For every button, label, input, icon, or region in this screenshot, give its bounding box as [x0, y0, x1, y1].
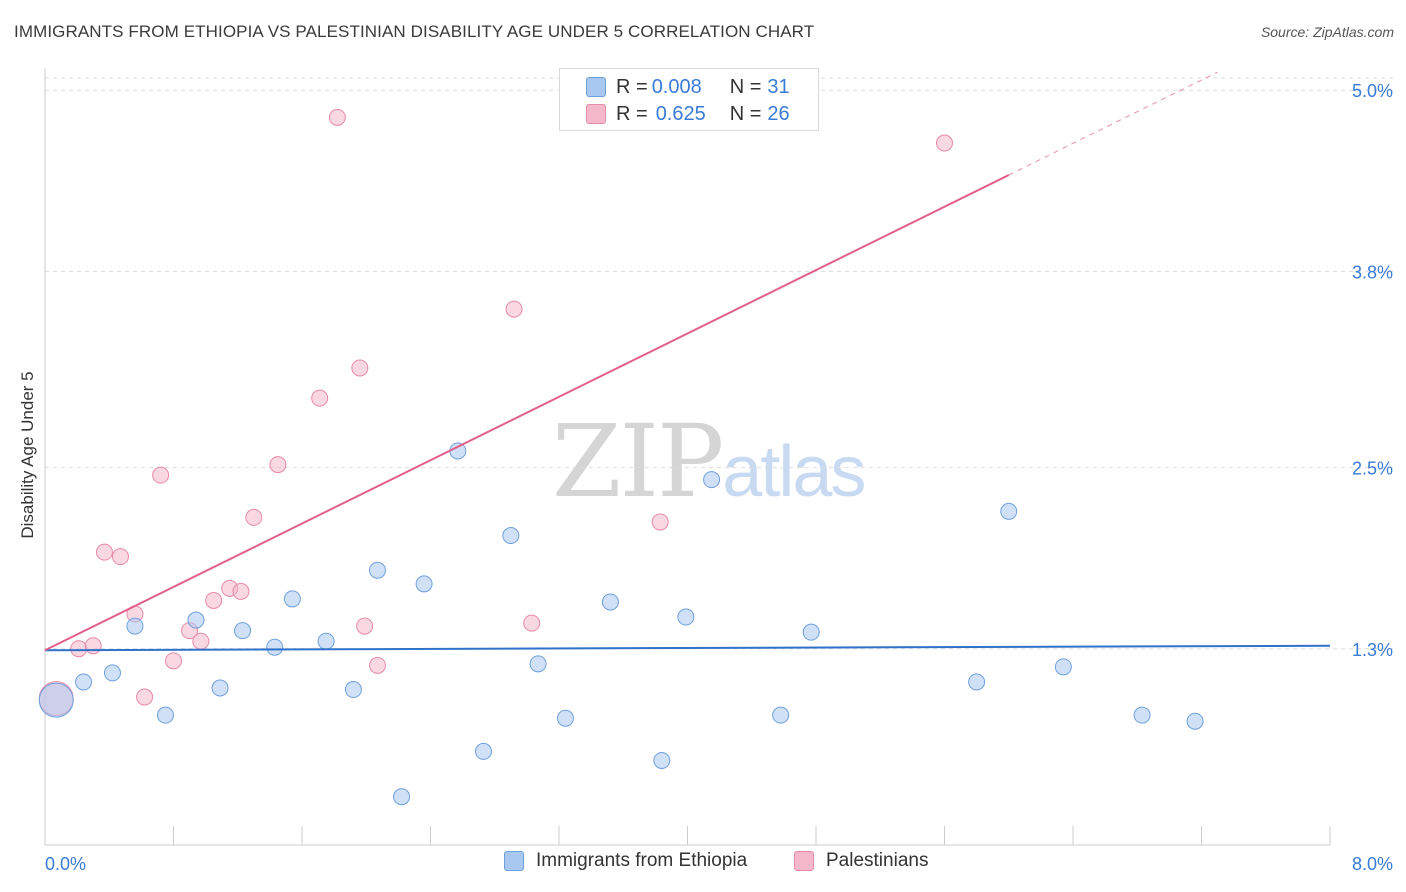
- ethiopia-point: [187, 611, 205, 629]
- palestinian-point: [95, 543, 113, 561]
- legend-item-palestinians[interactable]: Palestinians: [794, 850, 928, 872]
- ethiopia-point: [703, 471, 721, 489]
- palestinian-point: [269, 456, 287, 474]
- palestinian-point: [505, 300, 523, 318]
- stats-legend-row-ethiopia: R = 0.008 N = 31: [586, 74, 790, 100]
- ethiopia-point: [677, 608, 695, 626]
- ethiopia-point: [415, 575, 433, 593]
- ethiopia-point: [368, 561, 386, 579]
- legend-label-palestinians: Palestinians: [826, 850, 929, 871]
- ethiopia-point: [156, 706, 174, 724]
- legend-label-ethiopia: Immigrants from Ethiopia: [536, 850, 748, 871]
- watermark-atlas: atlas: [722, 432, 866, 512]
- ethiopia-legend-swatch: [504, 851, 524, 871]
- palestinian-point: [351, 359, 369, 377]
- x-tick-label: 0.0%: [45, 854, 86, 874]
- ethiopia-point: [502, 527, 520, 545]
- palestinian-point: [205, 591, 223, 609]
- palestinian-point: [84, 637, 102, 655]
- ethiopia-point: [802, 623, 820, 641]
- stats-legend: R = 0.008 N = 31 R = 0.625 N = 26: [559, 68, 819, 131]
- palestinians-swatch: [586, 104, 606, 124]
- ethiopia-point: [1186, 712, 1204, 730]
- n-label: N =: [729, 75, 762, 98]
- r-value: 0.625: [655, 102, 706, 125]
- palestinians-legend-swatch: [794, 851, 814, 871]
- palestinian-point: [192, 632, 210, 650]
- ethiopia-point: [475, 742, 493, 760]
- palestinian-point: [311, 389, 329, 407]
- y-tick-label: 5.0%: [1352, 81, 1393, 101]
- ethiopia-point: [283, 590, 301, 608]
- ethiopia-swatch: [586, 77, 606, 97]
- ethiopia-point: [393, 788, 411, 806]
- y-tick-label: 1.3%: [1352, 640, 1393, 660]
- palestinian-point: [368, 656, 386, 674]
- ethiopia-point: [317, 632, 335, 650]
- ethiopia-point: [1000, 502, 1018, 520]
- r-label: R =: [616, 102, 648, 125]
- palestinian-point: [152, 466, 170, 484]
- palestinian-point: [165, 652, 182, 670]
- r-value: 0.008: [651, 75, 702, 98]
- palestinian-trend-line-extension: [1008, 71, 1218, 176]
- ethiopia-point: [1133, 706, 1151, 724]
- ethiopia-point: [126, 617, 144, 635]
- palestinian-point: [70, 640, 88, 658]
- source-label: Source: ZipAtlas.com: [1260, 24, 1394, 40]
- n-label: N =: [729, 102, 762, 125]
- palestinian-point: [328, 108, 346, 126]
- ethiopia-point: [449, 442, 467, 460]
- palestinian-point: [356, 617, 374, 635]
- ethiopia-point: [75, 673, 93, 691]
- legend-item-ethiopia[interactable]: Immigrants from Ethiopia: [504, 850, 747, 872]
- chart-title: IMMIGRANTS FROM ETHIOPIA VS PALESTINIAN …: [14, 22, 815, 41]
- ethiopia-point: [38, 682, 74, 718]
- palestinian-point: [651, 513, 669, 531]
- ethiopia-trend-line: [44, 644, 1331, 652]
- palestinian-point: [245, 508, 263, 526]
- palestinian-trend-line: [44, 174, 1010, 652]
- ethiopia-point: [529, 655, 547, 673]
- n-value: 31: [767, 75, 790, 98]
- y-axis-label: Disability Age Under 5: [18, 371, 37, 538]
- stats-legend-row-palestinians: R = 0.625 N = 26: [586, 101, 790, 127]
- watermark: ZIPatlas: [552, 403, 866, 520]
- ethiopia-point: [556, 709, 574, 727]
- palestinian-point: [936, 134, 953, 152]
- watermark-zip: ZIP: [552, 403, 724, 520]
- ethiopia-point: [234, 622, 252, 640]
- n-value: 26: [767, 102, 790, 125]
- r-label: R =: [616, 75, 648, 98]
- palestinian-point: [523, 614, 541, 632]
- ethiopia-point: [968, 673, 986, 691]
- palestinian-point: [232, 582, 250, 600]
- ethiopia-point: [266, 638, 284, 656]
- y-tick-label: 2.5%: [1352, 459, 1393, 479]
- ethiopia-point: [103, 664, 121, 682]
- x-tick-label: 8.0%: [1352, 854, 1393, 874]
- ethiopia-point: [211, 679, 229, 697]
- palestinian-point: [111, 548, 129, 566]
- ethiopia-point: [1054, 658, 1072, 676]
- ethiopia-point: [653, 751, 671, 769]
- palestinian-point: [136, 688, 154, 706]
- ethiopia-point: [344, 681, 362, 699]
- ethiopia-point: [772, 706, 790, 724]
- y-tick-label: 3.8%: [1352, 262, 1393, 282]
- ethiopia-point: [601, 593, 619, 611]
